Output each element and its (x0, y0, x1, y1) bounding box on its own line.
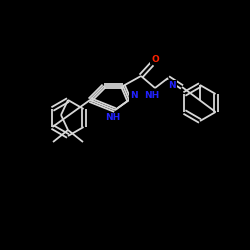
Text: N: N (130, 92, 138, 100)
Text: NH: NH (144, 92, 160, 100)
Text: NH: NH (106, 114, 120, 122)
Text: N: N (168, 80, 176, 90)
Text: O: O (151, 54, 159, 64)
